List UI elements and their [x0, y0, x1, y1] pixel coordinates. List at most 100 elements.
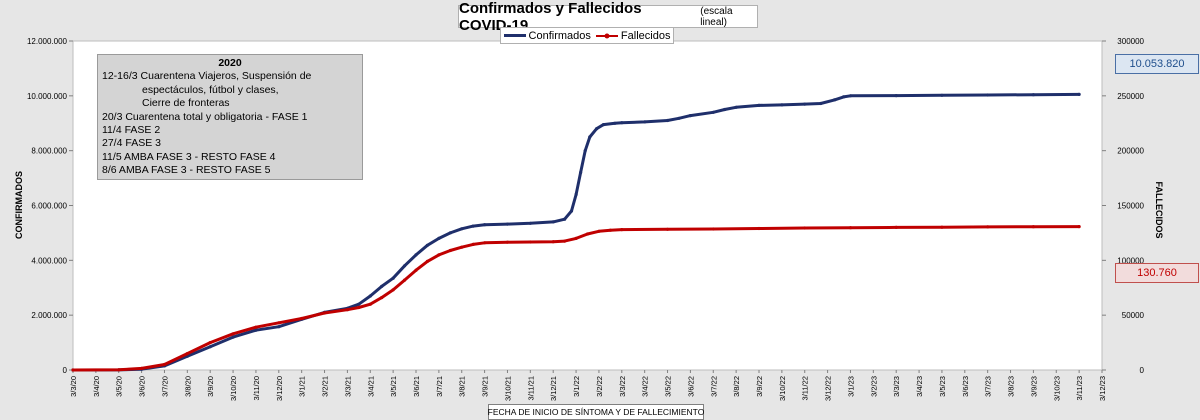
data-point-confirmados	[380, 284, 384, 288]
x-tick-label: 3/12/22	[824, 376, 833, 401]
x-tick-label: 3/10/23	[1052, 376, 1061, 401]
data-point-fallecidos	[277, 321, 281, 325]
data-point-confirmados	[832, 98, 837, 102]
data-point-confirmados	[471, 224, 475, 228]
data-point-fallecidos	[757, 226, 761, 231]
x-tick-label: 3/3/21	[343, 376, 352, 397]
x-tick-label: 3/3/22	[618, 376, 627, 397]
x-tick-label: 3/7/23	[984, 376, 993, 397]
data-point-confirmados	[643, 120, 647, 124]
data-point-confirmados	[620, 121, 624, 125]
measures-note: 2020 12-16/3 Cuarentena Viajeros, Suspen…	[97, 54, 363, 180]
y-tick-label-right: 0	[1140, 366, 1145, 375]
data-point-confirmados	[1077, 92, 1081, 96]
data-point-fallecidos	[357, 305, 361, 310]
data-point-fallecidos	[848, 226, 853, 230]
x-tick-label: 3/2/21	[321, 376, 330, 397]
x-tick-label: 3/2/22	[595, 376, 604, 397]
x-tick-label: 3/8/23	[1007, 376, 1016, 397]
data-point-confirmados	[357, 302, 361, 306]
chart-subtitle: (escala lineal)	[700, 5, 733, 28]
y-tick-label-left: 10.000.000	[27, 92, 68, 101]
x-tick-label: 3/10/20	[229, 376, 238, 401]
data-point-fallecidos	[986, 225, 990, 229]
data-point-confirmados	[677, 116, 681, 120]
x-tick-label: 3/7/22	[709, 376, 718, 397]
x-tick-label: 3/9/22	[755, 376, 764, 397]
data-point-confirmados	[208, 345, 212, 349]
data-point-fallecidos	[940, 225, 944, 229]
data-point-fallecidos	[300, 316, 304, 321]
data-point-fallecidos	[1031, 225, 1035, 229]
y-tick-label-left: 12.000.000	[27, 37, 68, 46]
y-tick-label-right: 200000	[1117, 147, 1144, 156]
x-tick-label: 3/10/21	[503, 376, 512, 401]
data-point-fallecidos	[620, 228, 624, 232]
data-point-fallecidos	[71, 368, 75, 372]
y-tick-label-left: 6.000.000	[31, 202, 67, 211]
legend-label-fallecidos: Fallecidos	[620, 29, 671, 42]
y-axis-label-right: FALLECIDOS	[1154, 181, 1164, 238]
data-point-confirmados	[665, 118, 670, 123]
data-point-confirmados	[613, 121, 617, 125]
data-point-confirmados	[894, 94, 898, 98]
x-tick-label: 3/12/21	[549, 376, 558, 401]
x-tick-label: 3/12/20	[275, 376, 284, 401]
note-line: Cierre de fronteras	[142, 97, 230, 110]
data-point-fallecidos	[380, 296, 384, 300]
data-point-confirmados	[391, 276, 395, 280]
x-tick-label: 3/9/21	[481, 376, 490, 397]
data-point-fallecidos	[460, 245, 464, 249]
x-tick-label: 3/6/20	[138, 376, 147, 397]
data-point-fallecidos	[368, 302, 372, 306]
note-line: 8/6 AMBA FASE 3 - RESTO FASE 5	[102, 164, 271, 177]
x-tick-label: 3/5/20	[115, 376, 124, 397]
chart-title-box: Confirmados y Fallecidos COVID-19 (escal…	[458, 0, 758, 34]
data-point-fallecidos	[391, 288, 395, 292]
y-tick-label-left: 0	[63, 366, 68, 375]
data-point-fallecidos	[551, 240, 555, 244]
data-point-fallecidos	[563, 239, 567, 243]
x-tick-label: 3/12/23	[1098, 376, 1107, 401]
x-tick-label: 3/1/21	[298, 376, 307, 397]
right-axis: 0 50000 100000 150000 200000 250000 300000	[1102, 37, 1145, 375]
legend-item-confirmados: Confirmados	[503, 30, 591, 42]
data-point-fallecidos	[425, 259, 429, 263]
x-tick-label: 3/8/22	[732, 376, 741, 397]
note-line: 11/4 FASE 2	[102, 124, 161, 137]
data-point-confirmados	[483, 223, 487, 227]
data-point-confirmados	[848, 94, 853, 98]
x-tick-label: 3/8/21	[458, 376, 467, 397]
y-tick-label-left: 2.000.000	[31, 311, 67, 320]
data-point-fallecidos	[140, 366, 144, 370]
fallecidos-total-callout: 130.760	[1115, 263, 1199, 283]
data-point-confirmados	[601, 123, 606, 127]
x-tick-label: 3/4/22	[641, 376, 650, 397]
x-tick-label: 3/3/20	[69, 376, 78, 397]
data-point-confirmados	[583, 149, 587, 153]
data-point-confirmados	[414, 253, 418, 257]
data-point-confirmados	[368, 294, 372, 298]
x-tick-label: 3/5/22	[664, 376, 673, 397]
data-point-fallecidos	[448, 248, 452, 253]
data-point-confirmados	[505, 222, 510, 226]
data-point-fallecidos	[345, 308, 349, 312]
data-point-fallecidos	[414, 268, 418, 272]
data-point-confirmados	[448, 231, 452, 235]
note-line: 20/3 Cuarentena total y obligatoria - FA…	[102, 110, 308, 123]
x-tick-label: 3/5/21	[389, 376, 398, 397]
data-point-fallecidos	[894, 225, 898, 229]
data-point-confirmados	[842, 95, 846, 99]
data-point-confirmados	[734, 105, 738, 109]
data-point-confirmados	[986, 93, 990, 97]
left-axis: 0 2.000.000 4.000.000 6.000.000 8.000.000 10.…	[27, 37, 73, 375]
data-point-confirmados	[579, 171, 583, 175]
data-point-fallecidos	[162, 362, 167, 367]
data-point-fallecidos	[403, 278, 407, 282]
data-point-fallecidos	[1077, 225, 1081, 229]
data-point-fallecidos	[437, 253, 441, 257]
x-tick-label: 3/2/23	[869, 376, 878, 397]
data-point-fallecidos	[322, 311, 327, 315]
data-point-confirmados	[723, 107, 727, 112]
data-point-fallecidos	[528, 240, 532, 244]
